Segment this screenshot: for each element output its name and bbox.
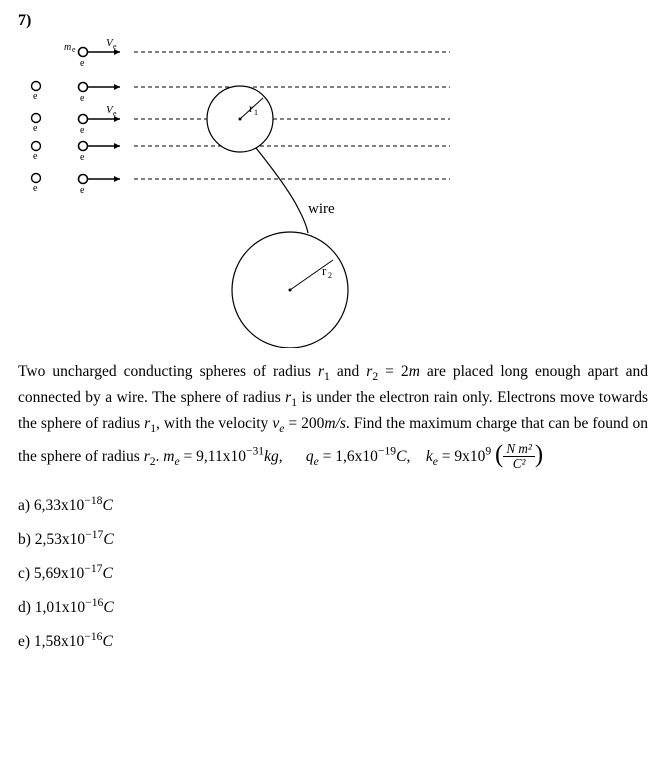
svg-text:e: e	[33, 151, 38, 162]
svg-text:m: m	[64, 42, 71, 53]
option-d: d) 1,01x10−16C	[18, 591, 648, 623]
physics-diagram: e e e e me Ve e e Ve e	[28, 38, 458, 348]
svg-text:e: e	[33, 183, 38, 194]
option-c: c) 5,69x10−17C	[18, 557, 648, 589]
question-number: 7)	[18, 12, 648, 30]
svg-text:e: e	[80, 58, 85, 69]
svg-text:r: r	[249, 101, 253, 115]
option-a: a) 6,33x10−18C	[18, 489, 648, 521]
svg-text:e: e	[72, 45, 76, 54]
wire-path	[256, 148, 308, 233]
svg-text:2: 2	[328, 271, 332, 280]
svg-text:e: e	[33, 91, 38, 102]
svg-text:r: r	[322, 263, 327, 278]
option-b: b) 2,53x10−17C	[18, 523, 648, 555]
svg-text:e: e	[80, 152, 85, 163]
svg-text:e: e	[33, 123, 38, 134]
svg-text:1: 1	[254, 108, 258, 117]
option-e: e) 1,58x10−16C	[18, 625, 648, 657]
dashed-lines	[134, 52, 450, 179]
wire-label: wire	[308, 201, 335, 217]
answer-options: a) 6,33x10−18C b) 2,53x10−17C c) 5,69x10…	[18, 489, 648, 658]
svg-text:e: e	[113, 109, 117, 118]
svg-text:e: e	[113, 42, 117, 51]
svg-text:e: e	[80, 125, 85, 136]
problem-statement: Two uncharged conducting spheres of radi…	[18, 360, 648, 477]
electron-row: me Ve e e Ve e e e	[64, 38, 120, 196]
svg-text:e: e	[80, 185, 85, 196]
svg-text:e: e	[80, 93, 85, 104]
